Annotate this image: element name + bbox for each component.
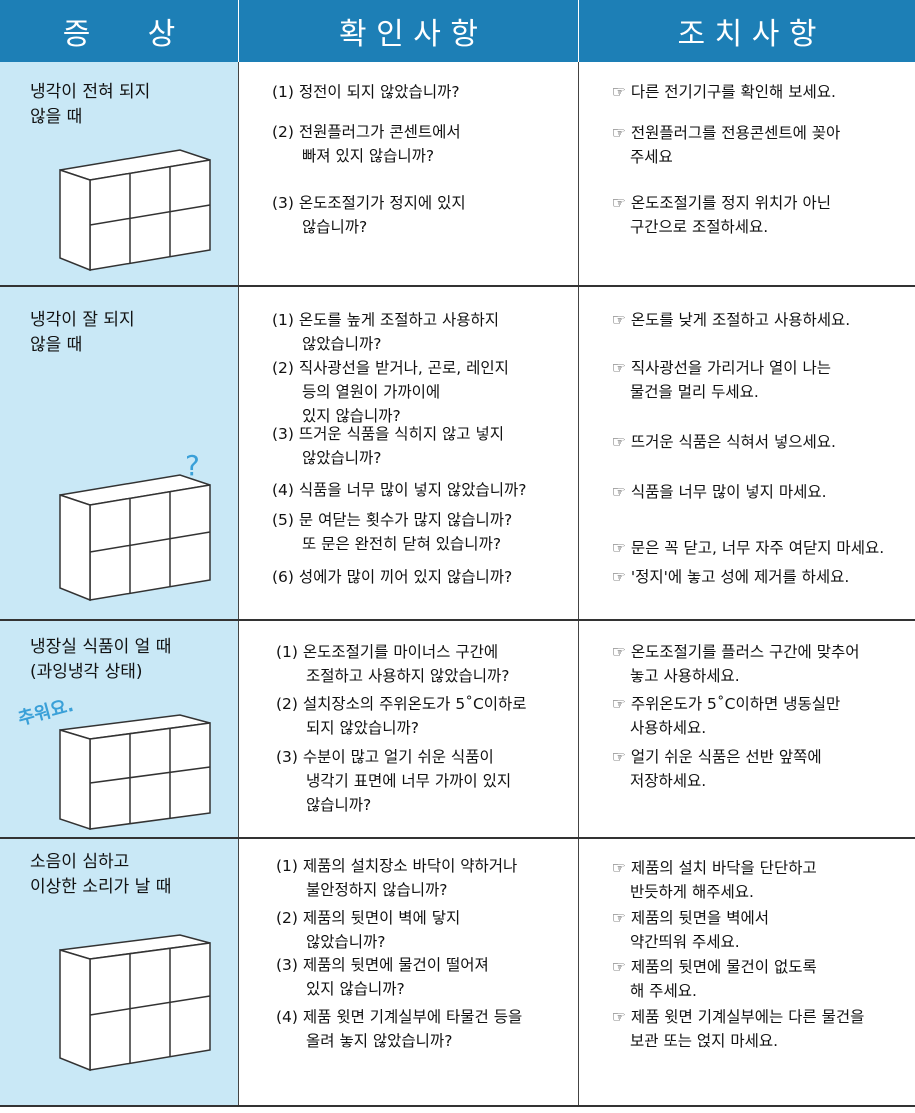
- action-item: ☞ 다른 전기기구를 확인해 보세요.: [612, 83, 836, 101]
- fridge-illustration: 추워요.: [16, 695, 211, 831]
- column-divider: [238, 62, 239, 1105]
- check-item: (1) 온도를 높게 조절하고 사용하지 않았습니까?: [272, 311, 500, 353]
- fridge-illustration: ?: [59, 450, 211, 602]
- action-item: ☞ 온도조절기를 정지 위치가 아닌 구간으로 조절하세요.: [612, 194, 831, 236]
- row-divider: [0, 619, 915, 621]
- illustration-text: 추워요.: [16, 695, 76, 730]
- column-divider: [578, 62, 579, 1105]
- illustration-text: ?: [185, 450, 200, 482]
- check-item: (3) 제품의 뒷면에 물건이 떨어져 있지 않습니까?: [276, 956, 489, 998]
- check-item: (6) 성에가 많이 끼어 있지 않습니까?: [272, 568, 513, 586]
- check-item: (3) 온도조절기가 정지에 있지 않습니까?: [272, 194, 466, 236]
- header-cell: 확 인 사 항: [239, 0, 578, 62]
- action-item: ☞ 전원플러그를 전용콘센트에 꽂아 주세요: [612, 124, 841, 166]
- action-item: ☞ 식품을 너무 많이 넣지 마세요.: [612, 483, 827, 501]
- row-divider: [0, 1105, 915, 1107]
- action-item: ☞ 제품의 뒷면에 물건이 없도록 해 주세요.: [612, 958, 817, 1000]
- row-divider: [0, 285, 915, 287]
- row-divider: [0, 837, 915, 839]
- symptom: 냉장실 식품이 얼 때 (과잉냉각 상태): [30, 637, 172, 682]
- check-item: (1) 정전이 되지 않았습니까?: [272, 83, 460, 101]
- check-item: (4) 식품을 너무 많이 넣지 않았습니까?: [272, 481, 527, 499]
- action-item: ☞ 제품의 설치 바닥을 단단하고 반듯하게 해주세요.: [612, 859, 817, 901]
- check-item: (3) 뜨거운 식품을 식히지 않고 넣지 않았습니까?: [272, 425, 504, 467]
- action-item: ☞ 제품 윗면 기계실부에는 다른 물건을 보관 또는 얹지 마세요.: [612, 1008, 865, 1050]
- check-item: (1) 제품의 설치장소 바닥이 약하거나 불안정하지 않습니까?: [276, 857, 518, 899]
- header-cell: 조 치 사 항: [579, 0, 915, 62]
- check-item: (3) 수분이 많고 얼기 쉬운 식품이 냉각기 표면에 너무 가까이 있지 않…: [276, 748, 512, 814]
- action-item: ☞ 뜨거운 식품은 식혀서 넣으세요.: [612, 433, 836, 451]
- check-item: (4) 제품 윗면 기계실부에 타물건 등을 올려 놓지 않았습니까?: [276, 1008, 523, 1050]
- action-item: ☞ 주위온도가 5˚C이하면 냉동실만 사용하세요.: [612, 695, 841, 737]
- action-item: ☞ 제품의 뒷면을 벽에서 약간띄워 주세요.: [612, 909, 770, 951]
- symptom: 냉각이 전혀 되지 않을 때: [30, 82, 151, 127]
- check-item: (2) 제품의 뒷면이 벽에 닿지 않았습니까?: [276, 909, 461, 951]
- header-cell: 증 상: [0, 0, 238, 62]
- fridge-illustration: [59, 934, 211, 1072]
- action-item: ☞ '정지'에 놓고 성에 제거를 하세요.: [612, 568, 850, 586]
- check-item: (2) 설치장소의 주위온도가 5˚C이하로 되지 않았습니까?: [276, 695, 527, 737]
- action-item: ☞ 온도를 낮게 조절하고 사용하세요.: [612, 311, 851, 329]
- action-item: ☞ 온도조절기를 플러스 구간에 맞추어 놓고 사용하세요.: [612, 643, 860, 685]
- symptom: 소음이 심하고 이상한 소리가 날 때: [30, 852, 172, 897]
- check-item: (1) 온도조절기를 마이너스 구간에 조절하고 사용하지 않았습니까?: [276, 643, 510, 685]
- check-item: (5) 문 여닫는 횟수가 많지 않습니까? 또 문은 완전히 닫혀 있습니까?: [272, 511, 513, 553]
- check-item: (2) 전원플러그가 콘센트에서 빠져 있지 않습니까?: [272, 123, 461, 165]
- symptom: 냉각이 잘 되지 않을 때: [30, 310, 135, 355]
- fridge-illustration: [59, 149, 211, 272]
- check-item: (2) 직사광선을 받거나, 곤로, 레인지 등의 열원이 가까이에 있지 않습…: [272, 359, 509, 425]
- action-item: ☞ 문은 꼭 닫고, 너무 자주 여닫지 마세요.: [612, 539, 885, 557]
- action-item: ☞ 얼기 쉬운 식품은 선반 앞쪽에 저장하세요.: [612, 748, 822, 790]
- action-item: ☞ 직사광선을 가리거나 열이 나는 물건을 멀리 두세요.: [612, 359, 831, 401]
